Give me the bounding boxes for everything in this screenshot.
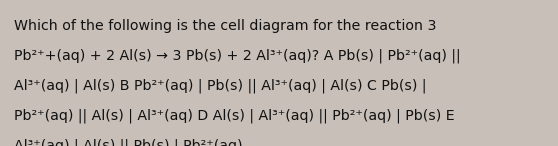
Text: Al³⁺(aq) | Al(s) B Pb²⁺(aq) | Pb(s) || Al³⁺(aq) | Al(s) C Pb(s) |: Al³⁺(aq) | Al(s) B Pb²⁺(aq) | Pb(s) || A…	[14, 79, 426, 93]
Text: Pb²⁺+(aq) + 2 Al(s) → 3 Pb(s) + 2 Al³⁺(aq)? A Pb(s) | Pb²⁺(aq) ||: Pb²⁺+(aq) + 2 Al(s) → 3 Pb(s) + 2 Al³⁺(a…	[14, 49, 460, 63]
Text: Al³⁺(aq) | Al(s) || Pb(s) | Pb²⁺(aq): Al³⁺(aq) | Al(s) || Pb(s) | Pb²⁺(aq)	[14, 139, 242, 146]
Text: Pb²⁺(aq) || Al(s) | Al³⁺(aq) D Al(s) | Al³⁺(aq) || Pb²⁺(aq) | Pb(s) E: Pb²⁺(aq) || Al(s) | Al³⁺(aq) D Al(s) | A…	[14, 109, 455, 123]
Text: Which of the following is the cell diagram for the reaction 3: Which of the following is the cell diagr…	[14, 19, 436, 33]
